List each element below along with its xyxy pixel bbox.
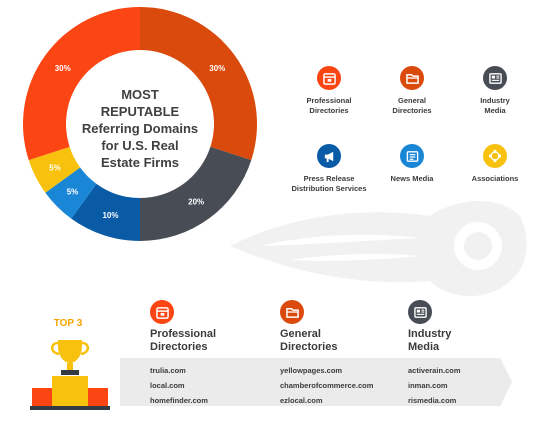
top3-heading-line: Professional bbox=[150, 328, 217, 340]
donut-slice bbox=[22, 7, 140, 161]
top3-label: TOP 3 bbox=[53, 318, 83, 329]
legend-label: Distribution Services bbox=[291, 183, 367, 193]
top3-site: yellowpages.com bbox=[280, 366, 343, 375]
top3-heading-line: Directories bbox=[280, 341, 338, 353]
top3-site: inman.com bbox=[408, 381, 448, 390]
legend-swatch bbox=[483, 144, 507, 168]
legend-swatch bbox=[483, 66, 507, 90]
top3-site-list: trulia.com local.com homefinder.com bbox=[150, 363, 290, 408]
top3-heading: Industry Media bbox=[408, 328, 546, 354]
top3-column-general-directories: General Directories yellowpages.com cham… bbox=[280, 300, 420, 408]
legend-swatch bbox=[400, 144, 424, 168]
top3-site: chamberofcommerce.com bbox=[280, 381, 374, 390]
calendar-icon bbox=[322, 72, 336, 85]
top3-swatch bbox=[408, 300, 432, 324]
donut-slice bbox=[71, 183, 140, 241]
top3-column-industry-media: Industry Media activerain.com inman.com … bbox=[408, 300, 546, 408]
top3-heading-line: Media bbox=[408, 341, 440, 353]
top3-site: ezlocal.com bbox=[280, 396, 323, 405]
top3-heading: General Directories bbox=[280, 328, 420, 354]
legend-swatch bbox=[317, 66, 341, 90]
newspaper-icon bbox=[413, 306, 427, 318]
top3-column-professional-directories: Professional Directories trulia.com loca… bbox=[150, 300, 290, 408]
top3-site-list: activerain.com inman.com rismedia.com bbox=[408, 363, 546, 408]
donut-slice bbox=[140, 146, 252, 242]
calendar-icon bbox=[155, 306, 169, 319]
top3-site: activerain.com bbox=[408, 366, 461, 375]
top3-site: trulia.com bbox=[150, 366, 186, 375]
donut-slice bbox=[45, 167, 97, 219]
legend-item-industry-media: Industry Media bbox=[440, 66, 546, 115]
megaphone-icon bbox=[324, 151, 333, 162]
legend-label: Professional bbox=[306, 96, 352, 105]
top3-swatch bbox=[280, 300, 304, 324]
top3-site: homefinder.com bbox=[150, 396, 208, 405]
newspaper-icon bbox=[488, 72, 502, 84]
news-icon bbox=[406, 150, 418, 162]
legend-item-associations: Associations bbox=[440, 144, 546, 184]
top3-site: rismedia.com bbox=[408, 396, 457, 405]
legend-label: General bbox=[398, 96, 426, 105]
top3-swatch bbox=[150, 300, 174, 324]
donut-slice-label: 5% bbox=[49, 163, 61, 172]
chart-title-line: Referring Domains bbox=[81, 121, 199, 136]
legend-item-professional-directories: Professional Directories bbox=[274, 66, 384, 115]
top3-site: local.com bbox=[150, 381, 185, 390]
legend-item-news-media: News Media bbox=[357, 144, 467, 184]
folder-icon bbox=[285, 307, 299, 318]
legend-swatch bbox=[317, 144, 341, 168]
chart-title: MOST REPUTABLE Referring Domains for U.S… bbox=[70, 86, 210, 171]
legend-label: Directories bbox=[392, 105, 432, 115]
donut-slice-label: 20% bbox=[188, 197, 204, 206]
network-icon bbox=[488, 149, 502, 163]
chart-title-line: REPUTABLE bbox=[100, 104, 180, 119]
legend-item-general-directories: General Directories bbox=[357, 66, 467, 115]
chart-title-line: Estate Firms bbox=[100, 155, 180, 170]
legend-label: News Media bbox=[390, 174, 434, 183]
top3-site-list: yellowpages.com chamberofcommerce.com ez… bbox=[280, 363, 420, 408]
rocket-watermark-icon bbox=[230, 201, 527, 296]
donut-slice-label: 10% bbox=[102, 211, 118, 220]
donut-slice bbox=[140, 7, 257, 161]
trophy-icon bbox=[30, 340, 110, 410]
top3-heading-line: Directories bbox=[150, 341, 208, 353]
donut-slice-label: 5% bbox=[67, 188, 79, 197]
top3-heading-line: General bbox=[280, 328, 321, 340]
donut-slice-label: 30% bbox=[209, 64, 225, 73]
legend-label: Industry bbox=[480, 96, 510, 105]
legend-label: Directories bbox=[309, 105, 349, 115]
chart-title-line: for U.S. Real bbox=[101, 138, 179, 153]
top3-heading-line: Industry bbox=[408, 328, 452, 340]
legend-label: Associations bbox=[471, 174, 519, 183]
top3-band bbox=[120, 358, 512, 406]
chart-title-line: MOST bbox=[121, 87, 159, 102]
legend-label: Press Release bbox=[303, 174, 355, 183]
legend-item-press-release: Press Release Distribution Services bbox=[274, 144, 384, 193]
legend-label: Media bbox=[484, 105, 506, 115]
donut-slice bbox=[28, 146, 81, 193]
legend-swatch bbox=[400, 66, 424, 90]
top3-heading: Professional Directories bbox=[150, 328, 290, 354]
folder-icon bbox=[405, 73, 419, 84]
donut-slice-label: 30% bbox=[55, 64, 71, 73]
